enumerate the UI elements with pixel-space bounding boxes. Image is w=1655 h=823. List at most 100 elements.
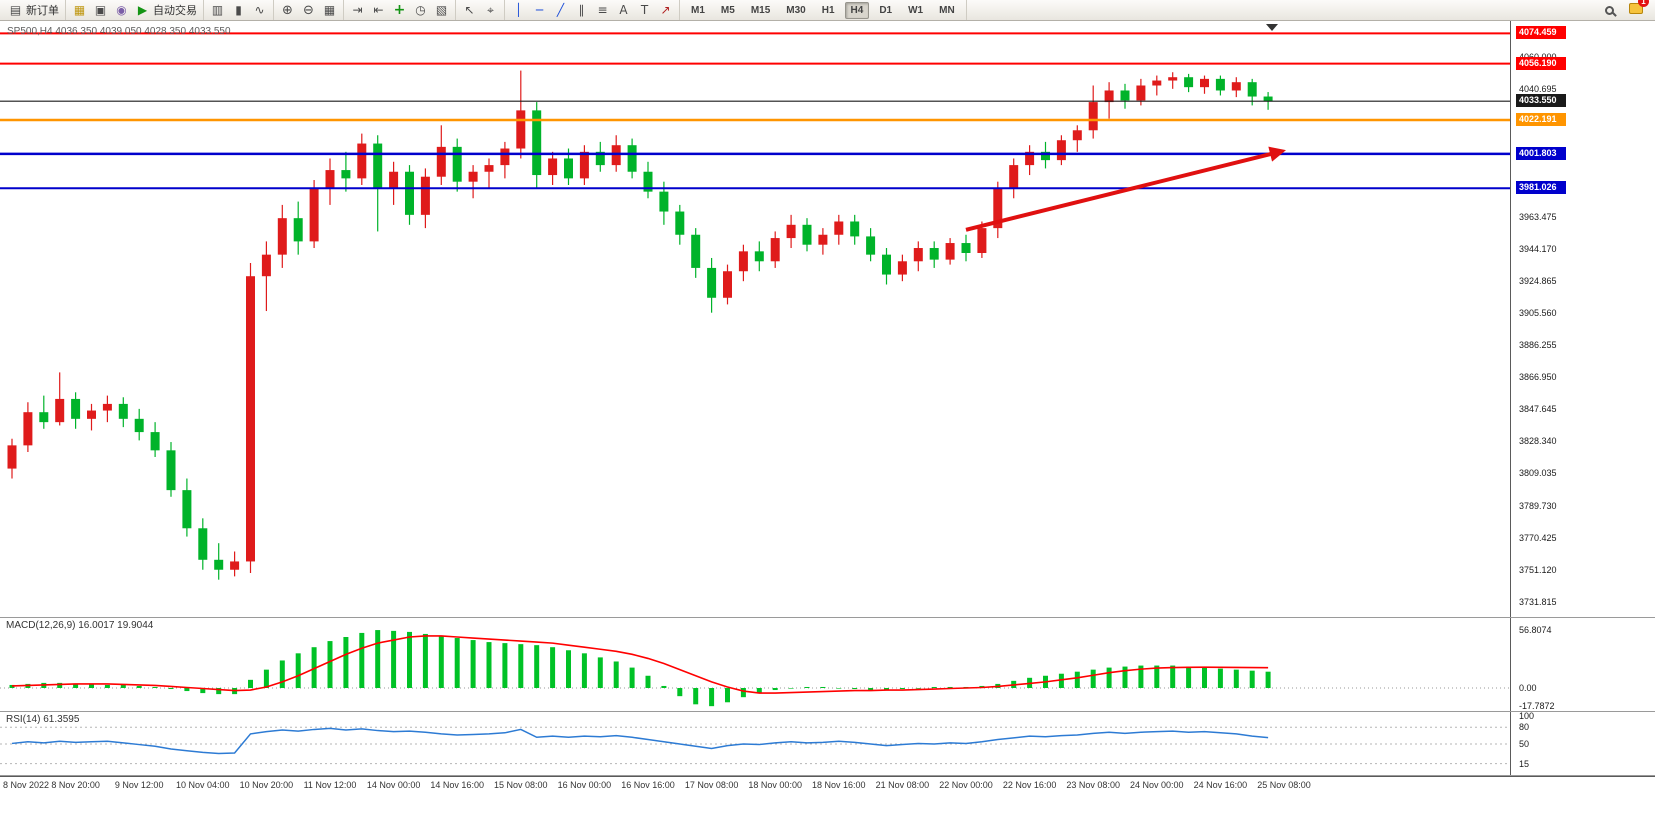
x-axis-label: 16 Nov 00:00 xyxy=(557,780,612,790)
candle xyxy=(55,372,65,426)
notification-badge: 1 xyxy=(1638,0,1649,7)
x-axis-label: 10 Nov 20:00 xyxy=(239,780,294,790)
macd-histogram-bar xyxy=(725,688,730,703)
timeframe-h4[interactable]: H4 xyxy=(844,1,870,19)
timeframe-d1[interactable]: D1 xyxy=(879,4,893,16)
timeframe-m1[interactable]: M1 xyxy=(691,4,705,16)
macd-histogram-bar xyxy=(120,684,126,688)
trendline-icon: ╱ xyxy=(556,3,565,17)
zoom-out-icon: ⊖ xyxy=(303,2,314,18)
y-axis-tick: 3770.425 xyxy=(1519,532,1557,543)
fibonacci-button[interactable]: ≡ xyxy=(593,2,612,19)
macd-histogram-bar xyxy=(407,631,412,688)
cursor-button[interactable]: ↖ xyxy=(460,2,479,19)
candle xyxy=(548,151,558,186)
x-axis-label: 16 Nov 16:00 xyxy=(621,780,675,790)
rsi-panel[interactable] xyxy=(0,712,1510,775)
macd-histogram-bar xyxy=(899,688,905,690)
toolbar-groups: ▤ 新订单 ▦ ▣ ◉ ▶ 自动交易 ▥ ▮ ∿ ⊕ ⊖ ▦ ⇥ ⇤ + ◷ ▧ ↖ ⌖ │ ─ ╱ ∥ ≡ A T ↗ xyxy=(2,0,680,20)
chart-shift-marker[interactable] xyxy=(1266,24,1278,31)
time-axis[interactable]: 8 Nov 2022 8 Nov 20:00 9 Nov 12:00 10 Nov 0… xyxy=(0,776,1655,793)
candle xyxy=(993,181,1003,239)
candle xyxy=(436,125,446,186)
macd-histogram-bar xyxy=(1170,665,1176,688)
templates-button[interactable]: ▧ xyxy=(432,2,451,19)
x-axis-label: 8 Nov 2022 xyxy=(3,780,50,790)
timeframe-m30[interactable]: M30 xyxy=(786,4,806,16)
text-button[interactable]: A xyxy=(614,2,633,19)
trend-arrow[interactable] xyxy=(965,150,1277,232)
macd-histogram-bar xyxy=(581,653,587,688)
indicators-button[interactable]: + xyxy=(390,2,409,19)
timeframe-w1[interactable]: W1 xyxy=(908,4,924,16)
price-level-label: 4001.803 xyxy=(1516,146,1566,160)
search-icon[interactable] xyxy=(1602,3,1617,18)
tile-windows-icon: ▦ xyxy=(323,3,336,17)
crosshair-button[interactable]: ⌖ xyxy=(481,2,500,19)
x-axis-label: 18 Nov 00:00 xyxy=(748,780,802,790)
rsi-scale-label: 15 xyxy=(1519,758,1530,769)
timeframe-mn[interactable]: MN xyxy=(939,4,955,16)
play-green-icon: ▶ xyxy=(137,3,148,17)
timeframe-h1[interactable]: H1 xyxy=(821,4,835,16)
chart-shift-button[interactable]: ⇥ xyxy=(348,2,367,19)
x-axis-label: 18 Nov 16:00 xyxy=(812,780,866,790)
sounds-button[interactable]: ◉ xyxy=(112,2,131,19)
macd-histogram-bar xyxy=(868,688,874,691)
macd-histogram-bar xyxy=(73,683,79,688)
candle xyxy=(373,135,383,232)
candle xyxy=(182,478,192,537)
toolbar-group: ⊕ ⊖ ▦ xyxy=(274,0,344,20)
price-chart[interactable] xyxy=(0,20,1510,617)
timeframe-m5[interactable]: M5 xyxy=(720,4,735,16)
candle xyxy=(945,238,955,265)
candle xyxy=(786,214,796,249)
shapes-icon: ↗ xyxy=(660,3,671,17)
tile-windows-button[interactable]: ▦ xyxy=(320,2,339,19)
label-button[interactable]: T xyxy=(635,2,654,19)
toolbar-group: ⇥ ⇤ + ◷ ▧ xyxy=(344,0,456,20)
candle xyxy=(579,145,589,186)
zoom-out-button[interactable]: ⊖ xyxy=(299,2,318,19)
panel-separator[interactable] xyxy=(0,617,1655,618)
macd-histogram-bar xyxy=(1090,669,1096,688)
candle xyxy=(198,518,208,570)
candle xyxy=(341,151,351,192)
candle xyxy=(897,254,907,282)
candle xyxy=(1215,75,1225,96)
macd-histogram-bar xyxy=(184,688,190,692)
periods-button[interactable]: ◷ xyxy=(411,2,430,19)
price-level-label: 4022.191 xyxy=(1516,113,1566,126)
panel-separator[interactable] xyxy=(0,711,1655,712)
timeframe-m15[interactable]: M15 xyxy=(750,4,771,16)
price-level-label: 4033.550 xyxy=(1516,94,1566,108)
print-button[interactable]: ▣ xyxy=(91,2,110,19)
channel-button[interactable]: ∥ xyxy=(572,2,591,19)
notifications-button[interactable]: 1 xyxy=(1629,0,1649,19)
bar-chart-button[interactable]: ▥ xyxy=(208,2,227,19)
candle xyxy=(723,264,732,305)
bar-chart-icon: ▥ xyxy=(211,3,224,17)
price-scale[interactable]: 4060.0004040.6954021.3904002.0853982.780… xyxy=(1510,21,1655,793)
macd-panel[interactable] xyxy=(0,618,1510,711)
x-axis-label: 23 Nov 08:00 xyxy=(1066,780,1120,790)
new-order-button[interactable]: ▤ 新订单 xyxy=(6,1,61,19)
candlestick-chart-button[interactable]: ▮ xyxy=(229,2,248,19)
candle xyxy=(770,231,780,268)
macd-histogram-bar xyxy=(1217,668,1223,688)
line-chart-button[interactable]: ∿ xyxy=(250,2,269,19)
horizontal-line-button[interactable]: ─ xyxy=(530,2,549,19)
x-axis-label: 22 Nov 00:00 xyxy=(939,780,993,790)
macd-histogram-bar xyxy=(852,688,858,690)
zoom-in-button[interactable]: ⊕ xyxy=(278,2,297,19)
accounts-button[interactable]: ▦ xyxy=(70,2,89,19)
trendline-button[interactable]: ╱ xyxy=(551,2,570,19)
candle xyxy=(818,228,828,255)
vertical-line-button[interactable]: │ xyxy=(509,2,528,19)
candle xyxy=(1041,141,1050,169)
auto-scroll-button[interactable]: ⇤ xyxy=(369,2,388,19)
shapes-button[interactable]: ↗ xyxy=(656,2,675,19)
auto-trading-button[interactable]: ▶ 自动交易 xyxy=(133,1,199,19)
candle xyxy=(1088,85,1098,139)
zoom-in-icon: ⊕ xyxy=(282,2,293,18)
